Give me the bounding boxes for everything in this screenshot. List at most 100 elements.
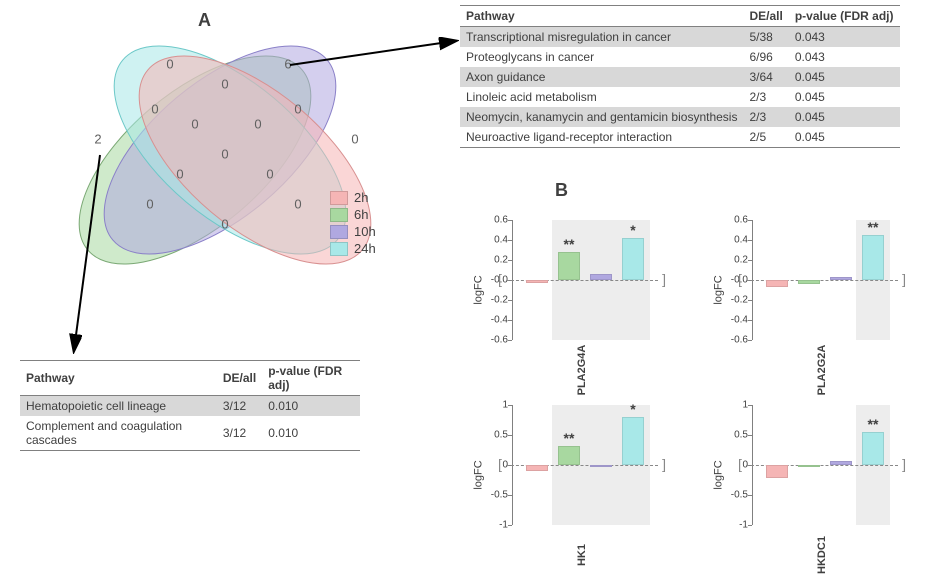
- chart-ylabel: logFC: [713, 460, 725, 489]
- venn-gp: 0: [151, 101, 158, 116]
- table-header: p-value (FDR adj): [262, 361, 360, 396]
- chart-plot: 10.50-0.5-1[]***: [512, 405, 652, 525]
- chart-plot: 10.50-0.5-1[]**: [752, 405, 892, 525]
- table-cell: 2/3: [743, 107, 788, 127]
- chart-bar: [590, 465, 612, 467]
- arrow-to-bottom-table: [60, 150, 170, 360]
- table-cell: 3/64: [743, 67, 788, 87]
- bar-charts-panel: logFC0.60.40.2-0.0-0.2-0.4-0.6[]***PLA2G…: [440, 200, 920, 570]
- table-cell: Neuroactive ligand-receptor interaction: [460, 127, 743, 148]
- chart-significance: *: [630, 401, 635, 417]
- legend-row: 2h: [330, 190, 376, 205]
- table-cell: 0.010: [262, 396, 360, 417]
- venn-pc: 0: [221, 76, 228, 91]
- table-cell: Neomycin, kanamycin and gentamicin biosy…: [460, 107, 743, 127]
- table-row: Axon guidance3/640.045: [460, 67, 900, 87]
- table-cell: 0.045: [789, 87, 900, 107]
- table-header: p-value (FDR adj): [789, 6, 900, 27]
- chart-bar: [830, 277, 852, 280]
- table-row: Linoleic acid metabolism2/30.045: [460, 87, 900, 107]
- chart-bar: [862, 432, 884, 465]
- table-cell: 0.043: [789, 27, 900, 48]
- chart-bar: [830, 461, 852, 465]
- chart-bar: [798, 465, 820, 467]
- table-cell: Transcriptional misregulation in cancer: [460, 27, 743, 48]
- chart-bar: [798, 280, 820, 284]
- legend-row: 10h: [330, 224, 376, 239]
- table-cell: Hematopoietic cell lineage: [20, 396, 217, 417]
- table-header: DE/all: [217, 361, 262, 396]
- chart-gene-label: PLA2G2A: [816, 345, 828, 396]
- chart-ylabel: logFC: [473, 275, 485, 304]
- table-row: Neomycin, kanamycin and gentamicin biosy…: [460, 107, 900, 127]
- legend-label: 2h: [354, 190, 368, 205]
- venn-green-only: 2: [94, 131, 101, 146]
- venn-pp2: 0: [254, 116, 261, 131]
- venn-legend: 2h 6h 10h 24h: [330, 190, 376, 258]
- bar-chart: logFC0.60.40.2-0.0-0.2-0.4-0.6[]**PLA2G2…: [700, 210, 910, 370]
- legend-label: 6h: [354, 207, 368, 222]
- legend-row: 24h: [330, 241, 376, 256]
- table-cell: 0.045: [789, 67, 900, 87]
- venn-pcp2: 0: [266, 166, 273, 181]
- venn-pink-only: 0: [351, 131, 358, 146]
- table-cell: 0.010: [262, 416, 360, 451]
- table-row: Hematopoietic cell lineage3/120.010: [20, 396, 360, 417]
- table-row: Neuroactive ligand-receptor interaction2…: [460, 127, 900, 148]
- table-cell: 5/38: [743, 27, 788, 48]
- chart-bar: [766, 280, 788, 287]
- legend-swatch: [330, 225, 348, 239]
- table-header: DE/all: [743, 6, 788, 27]
- chart-ylabel: logFC: [713, 275, 725, 304]
- venn-gpp2: 0: [294, 196, 301, 211]
- chart-bar: [622, 238, 644, 280]
- legend-label: 10h: [354, 224, 376, 239]
- table-cell: Axon guidance: [460, 67, 743, 87]
- table-cell: 0.043: [789, 47, 900, 67]
- table-row: Complement and coagulation cascades3/120…: [20, 416, 360, 451]
- bar-chart: logFC10.50-0.5-1[]***HK1: [460, 395, 670, 555]
- table-cell: 6/96: [743, 47, 788, 67]
- table-cell: 0.045: [789, 107, 900, 127]
- table-cell: 2/3: [743, 87, 788, 107]
- bar-chart: logFC0.60.40.2-0.0-0.2-0.4-0.6[]***PLA2G…: [460, 210, 670, 370]
- table-cell: Proteoglycans in cancer: [460, 47, 743, 67]
- panel-b-label: B: [555, 180, 568, 201]
- chart-gene-label: PLA2G4A: [576, 345, 588, 396]
- chart-significance: **: [564, 430, 575, 446]
- chart-bar: [766, 465, 788, 478]
- table-header: Pathway: [460, 6, 743, 27]
- pathway-table-top: PathwayDE/allp-value (FDR adj)Transcript…: [460, 5, 900, 148]
- arrow-to-top-table: [280, 35, 470, 75]
- chart-plot: 0.60.40.2-0.0-0.2-0.4-0.6[]***: [512, 220, 652, 340]
- legend-swatch: [330, 191, 348, 205]
- table-bottom-container: PathwayDE/allp-value (FDR adj)Hematopoie…: [20, 360, 360, 451]
- chart-bar: [558, 252, 580, 280]
- venn-purple-only: 0: [166, 56, 173, 71]
- table-row: Proteoglycans in cancer6/960.043: [460, 47, 900, 67]
- chart-plot: 0.60.40.2-0.0-0.2-0.4-0.6[]**: [752, 220, 892, 340]
- chart-significance: **: [868, 219, 879, 235]
- chart-significance: **: [564, 236, 575, 252]
- table-cell: 2/5: [743, 127, 788, 148]
- chart-ylabel: logFC: [473, 460, 485, 489]
- venn-cp2: 0: [294, 101, 301, 116]
- table-cell: 3/12: [217, 416, 262, 451]
- legend-label: 24h: [354, 241, 376, 256]
- table-cell: 0.045: [789, 127, 900, 148]
- venn-gp2: 0: [221, 216, 228, 231]
- chart-gene-label: HKDC1: [816, 536, 828, 574]
- table-header: Pathway: [20, 361, 217, 396]
- table-row: Transcriptional misregulation in cancer5…: [460, 27, 900, 48]
- legend-row: 6h: [330, 207, 376, 222]
- chart-bar: [526, 280, 548, 283]
- venn-gc: 0: [191, 116, 198, 131]
- chart-bar: [862, 235, 884, 280]
- venn-all: 0: [221, 146, 228, 161]
- bar-chart: logFC10.50-0.5-1[]**HKDC1: [700, 395, 910, 555]
- chart-bar: [590, 274, 612, 280]
- chart-gene-label: HK1: [576, 544, 588, 566]
- venn-gpc: 0: [176, 166, 183, 181]
- chart-bar: [622, 417, 644, 465]
- table-cell: Linoleic acid metabolism: [460, 87, 743, 107]
